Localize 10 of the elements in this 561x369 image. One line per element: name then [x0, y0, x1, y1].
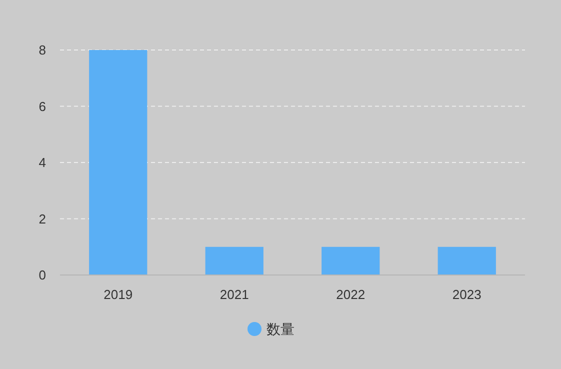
x-tick-label: 2019 [104, 287, 133, 302]
x-tick-label: 2023 [452, 287, 482, 302]
y-tick-label: 4 [38, 155, 46, 170]
legend-label: 数量 [266, 320, 294, 337]
y-tick-label: 2 [38, 211, 46, 226]
x-tick-label: 2021 [220, 287, 249, 302]
y-tick-label: 8 [38, 42, 46, 58]
y-tick-label: 6 [38, 98, 46, 114]
y-tick-label: 0 [38, 268, 46, 283]
x-tick-label: 2022 [336, 287, 366, 302]
